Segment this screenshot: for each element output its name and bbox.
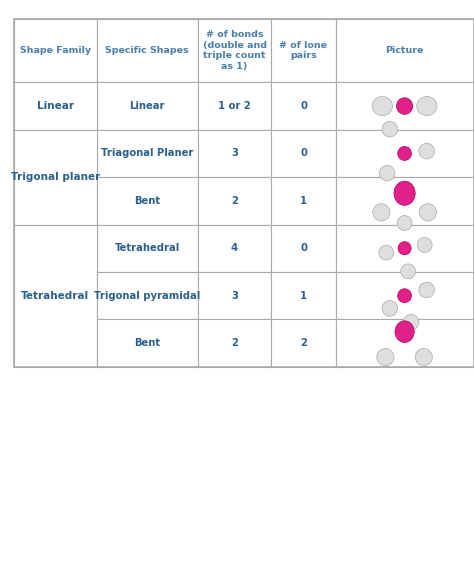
Ellipse shape [379, 245, 394, 260]
Text: 2: 2 [231, 196, 238, 206]
Ellipse shape [382, 300, 398, 316]
Bar [97, 225, 198, 272]
Bar [198, 320, 271, 367]
Ellipse shape [398, 146, 411, 160]
Ellipse shape [398, 242, 411, 255]
Text: Specific Shapes: Specific Shapes [105, 46, 189, 55]
Ellipse shape [398, 289, 411, 303]
Bar [336, 320, 474, 367]
Ellipse shape [379, 166, 395, 181]
Bar [198, 225, 271, 272]
Bar [336, 130, 474, 177]
Text: Linear: Linear [37, 101, 74, 111]
Bar [271, 130, 336, 177]
Bar [198, 19, 271, 83]
Text: 1: 1 [300, 290, 307, 301]
Text: Trigonal pyramidal: Trigonal pyramidal [94, 290, 201, 301]
Bar [198, 83, 271, 130]
Bar [97, 130, 198, 177]
Bar [271, 83, 336, 130]
Bar [14, 83, 97, 130]
Bar [198, 272, 271, 320]
Text: Tetrahedral: Tetrahedral [115, 243, 180, 253]
Ellipse shape [394, 181, 415, 205]
Text: Bent: Bent [134, 338, 160, 348]
Bar [14, 19, 97, 83]
Bar [97, 83, 198, 130]
Text: 1: 1 [300, 196, 307, 206]
Ellipse shape [415, 349, 432, 365]
Text: 3: 3 [231, 149, 238, 159]
Ellipse shape [396, 98, 413, 114]
Bar [336, 19, 474, 83]
Text: 0: 0 [300, 149, 307, 159]
Bar [336, 177, 474, 225]
Text: 3: 3 [231, 290, 238, 301]
Ellipse shape [397, 216, 412, 231]
Text: 1 or 2: 1 or 2 [218, 101, 251, 111]
Bar [271, 177, 336, 225]
Bar [198, 130, 271, 177]
Bar [97, 177, 198, 225]
Bar [97, 19, 198, 83]
Text: 2: 2 [300, 338, 307, 348]
Bar [336, 83, 474, 130]
Ellipse shape [419, 282, 435, 297]
Ellipse shape [419, 144, 435, 159]
Bar [97, 320, 198, 367]
Ellipse shape [417, 96, 437, 116]
Bar [14, 19, 474, 367]
Bar [271, 320, 336, 367]
Bar [271, 19, 336, 83]
Text: Picture: Picture [385, 46, 424, 55]
Bar [198, 177, 271, 225]
Bar [271, 272, 336, 320]
Ellipse shape [395, 321, 414, 342]
Text: 2: 2 [231, 338, 238, 348]
Text: Triagonal Planer: Triagonal Planer [101, 149, 193, 159]
Text: 0: 0 [300, 243, 307, 253]
Text: Trigonal planer: Trigonal planer [10, 172, 100, 182]
Bar [336, 272, 474, 320]
Text: Tetrahedral: Tetrahedral [21, 290, 89, 301]
Text: 4: 4 [231, 243, 238, 253]
Ellipse shape [372, 96, 392, 116]
Bar [271, 225, 336, 272]
Ellipse shape [403, 314, 419, 330]
Bar [14, 130, 97, 225]
Ellipse shape [373, 204, 390, 221]
Ellipse shape [377, 349, 394, 365]
Bar [336, 225, 474, 272]
Text: 0: 0 [300, 101, 307, 111]
Ellipse shape [419, 204, 437, 221]
Ellipse shape [417, 238, 432, 252]
Text: Linear: Linear [129, 101, 165, 111]
Text: Bent: Bent [134, 196, 160, 206]
Bar [97, 272, 198, 320]
Ellipse shape [401, 264, 416, 279]
Text: # of bonds
(double and
triple count
as 1): # of bonds (double and triple count as 1… [202, 30, 266, 71]
Text: Shape Family: Shape Family [20, 46, 91, 55]
Bar [14, 225, 97, 367]
Ellipse shape [382, 121, 398, 137]
Text: # of lone
pairs: # of lone pairs [280, 41, 328, 60]
